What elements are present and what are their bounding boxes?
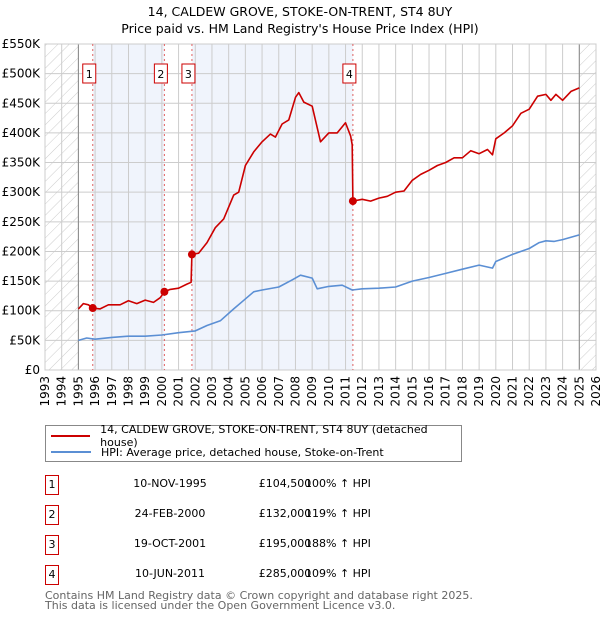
sale-hpi-change: 109% ↑ HPI	[305, 567, 371, 580]
x-tick-label: 2020	[489, 376, 503, 407]
table-row: 2 24-FEB-2000 £132,000 119% ↑ HPI	[45, 505, 465, 525]
y-tick-label: £150K	[2, 274, 42, 288]
x-tick-label: 2002	[188, 376, 202, 407]
x-tick-label: 2024	[556, 376, 570, 407]
x-tick-label: 2011	[339, 376, 353, 407]
x-tick-label: 1999	[138, 376, 152, 407]
x-tick-label: 2003	[205, 376, 219, 407]
price-chart: £0 £50K £100K £150K £200K £250K £300K £350K £400…	[2, 37, 600, 407]
x-tick-label: 2005	[238, 376, 252, 407]
x-tick-label: 2006	[255, 376, 269, 407]
table-row: 3 19-OCT-2001 £195,000 188% ↑ HPI	[45, 535, 465, 555]
sale-marker-label: 2	[157, 68, 164, 81]
sale-marker-label: 3	[185, 68, 192, 81]
x-tick-label: 2016	[422, 376, 436, 407]
x-tick-label: 2021	[506, 376, 520, 407]
sale-marker-label: 4	[346, 68, 353, 81]
sale-hpi-change: 119% ↑ HPI	[305, 507, 371, 520]
sale-marker-box	[181, 63, 196, 84]
x-tick-label: 2007	[272, 376, 286, 407]
legend-swatch-blue	[51, 451, 91, 453]
x-tick-label: 1997	[105, 376, 119, 407]
plot-frame	[44, 43, 597, 371]
y-tick-label: £450K	[2, 96, 42, 110]
sale-marker-box	[82, 63, 97, 84]
x-tick-label: 2008	[288, 376, 302, 407]
footer-line-2: This data is licensed under the Open Gov…	[45, 599, 396, 612]
chart-subtitle: Price paid vs. HM Land Registry's House …	[121, 21, 479, 36]
y-tick-label: £200K	[2, 244, 42, 258]
sale-date: 10-NOV-1995	[133, 477, 207, 490]
shaded-period	[191, 44, 353, 370]
y-tick-label: £0	[25, 363, 40, 377]
chart-legend: 14, CALDEW GROVE, STOKE-ON-TRENT, ST4 8U…	[45, 423, 462, 462]
legend-label-property: 14, CALDEW GROVE, STOKE-ON-TRENT, ST4 8U…	[100, 423, 428, 449]
footer: Contains HM Land Registry data © Crown c…	[45, 589, 473, 612]
sale-marker-box	[153, 63, 168, 84]
x-tick-label: 1995	[71, 376, 85, 407]
sale-point	[348, 197, 357, 206]
chart-title: 14, CALDEW GROVE, STOKE-ON-TRENT, ST4 8U…	[147, 4, 453, 19]
sale-price: £285,000	[258, 567, 312, 580]
x-tick-label: 2012	[355, 376, 369, 407]
sale-price: £104,500	[258, 477, 312, 490]
y-tick-label: £400K	[2, 126, 42, 140]
x-tick-label: 2009	[305, 376, 319, 407]
x-tick-label: 2022	[522, 376, 536, 407]
sale-marker-label: 1	[86, 68, 93, 81]
hatched-region	[579, 44, 596, 370]
x-tick-label: 2013	[372, 376, 386, 407]
sale-point	[187, 250, 196, 259]
y-tick-label: £300K	[2, 185, 42, 199]
x-tick-label: 1996	[88, 376, 102, 407]
sale-marker-box	[342, 63, 357, 84]
sale-hpi-change: 188% ↑ HPI	[305, 537, 371, 550]
footer-line-1: Contains HM Land Registry data © Crown c…	[45, 589, 473, 602]
sale-point	[88, 304, 97, 313]
sale-point	[160, 287, 169, 296]
x-tick-label: 2014	[389, 376, 403, 407]
legend-label-hpi: HPI: Average price, detached house, Stok…	[101, 445, 384, 459]
x-tick-label: 2004	[222, 376, 236, 407]
sale-date: 19-OCT-2001	[133, 537, 207, 550]
legend-swatch-red	[51, 435, 91, 437]
y-tick-label: £350K	[2, 156, 42, 170]
y-tick-label: £50K	[9, 333, 41, 347]
x-tick-label: 2019	[472, 376, 486, 407]
x-tick-label: 2026	[589, 376, 600, 407]
sale-date: 10-JUN-2011	[134, 567, 206, 580]
x-tick-label: 2010	[322, 376, 336, 407]
legend-item-property: 14, CALDEW GROVE, STOKE-ON-TRENT, ST4 8U…	[51, 423, 461, 449]
y-tick-label: £100K	[2, 304, 42, 318]
x-tick-label: 1998	[121, 376, 135, 407]
x-tick-label: 2023	[539, 376, 553, 407]
table-row: 4 10-JUN-2011 £285,000 109% ↑ HPI	[45, 565, 465, 585]
x-tick-label: 1993	[38, 376, 52, 407]
hpi-line	[78, 234, 580, 342]
sale-price: £132,000	[258, 507, 312, 520]
x-tick-label: 1994	[55, 376, 69, 407]
sale-date: 24-FEB-2000	[134, 507, 206, 520]
sale-hpi-change: 100% ↑ HPI	[305, 477, 371, 490]
sale-number-badge: 2	[45, 505, 59, 525]
sale-price: £195,000	[258, 537, 312, 550]
x-tick-label: 2000	[155, 376, 169, 407]
x-tick-label: 2015	[405, 376, 419, 407]
sale-number-badge: 4	[45, 565, 59, 585]
y-tick-label: £500K	[2, 67, 42, 81]
legend-item-hpi: HPI: Average price, detached house, Stok…	[51, 444, 384, 460]
x-tick-label: 2001	[172, 376, 186, 407]
y-tick-label: £550K	[2, 37, 42, 51]
sale-number-badge: 1	[45, 475, 59, 495]
y-tick-label: £250K	[2, 215, 42, 229]
x-tick-label: 2025	[572, 376, 586, 407]
x-tick-label: 2017	[439, 376, 453, 407]
x-tick-label: 2018	[455, 376, 469, 407]
sale-number-badge: 3	[45, 535, 59, 555]
table-row: 1 10-NOV-1995 £104,500 100% ↑ HPI	[45, 475, 465, 495]
